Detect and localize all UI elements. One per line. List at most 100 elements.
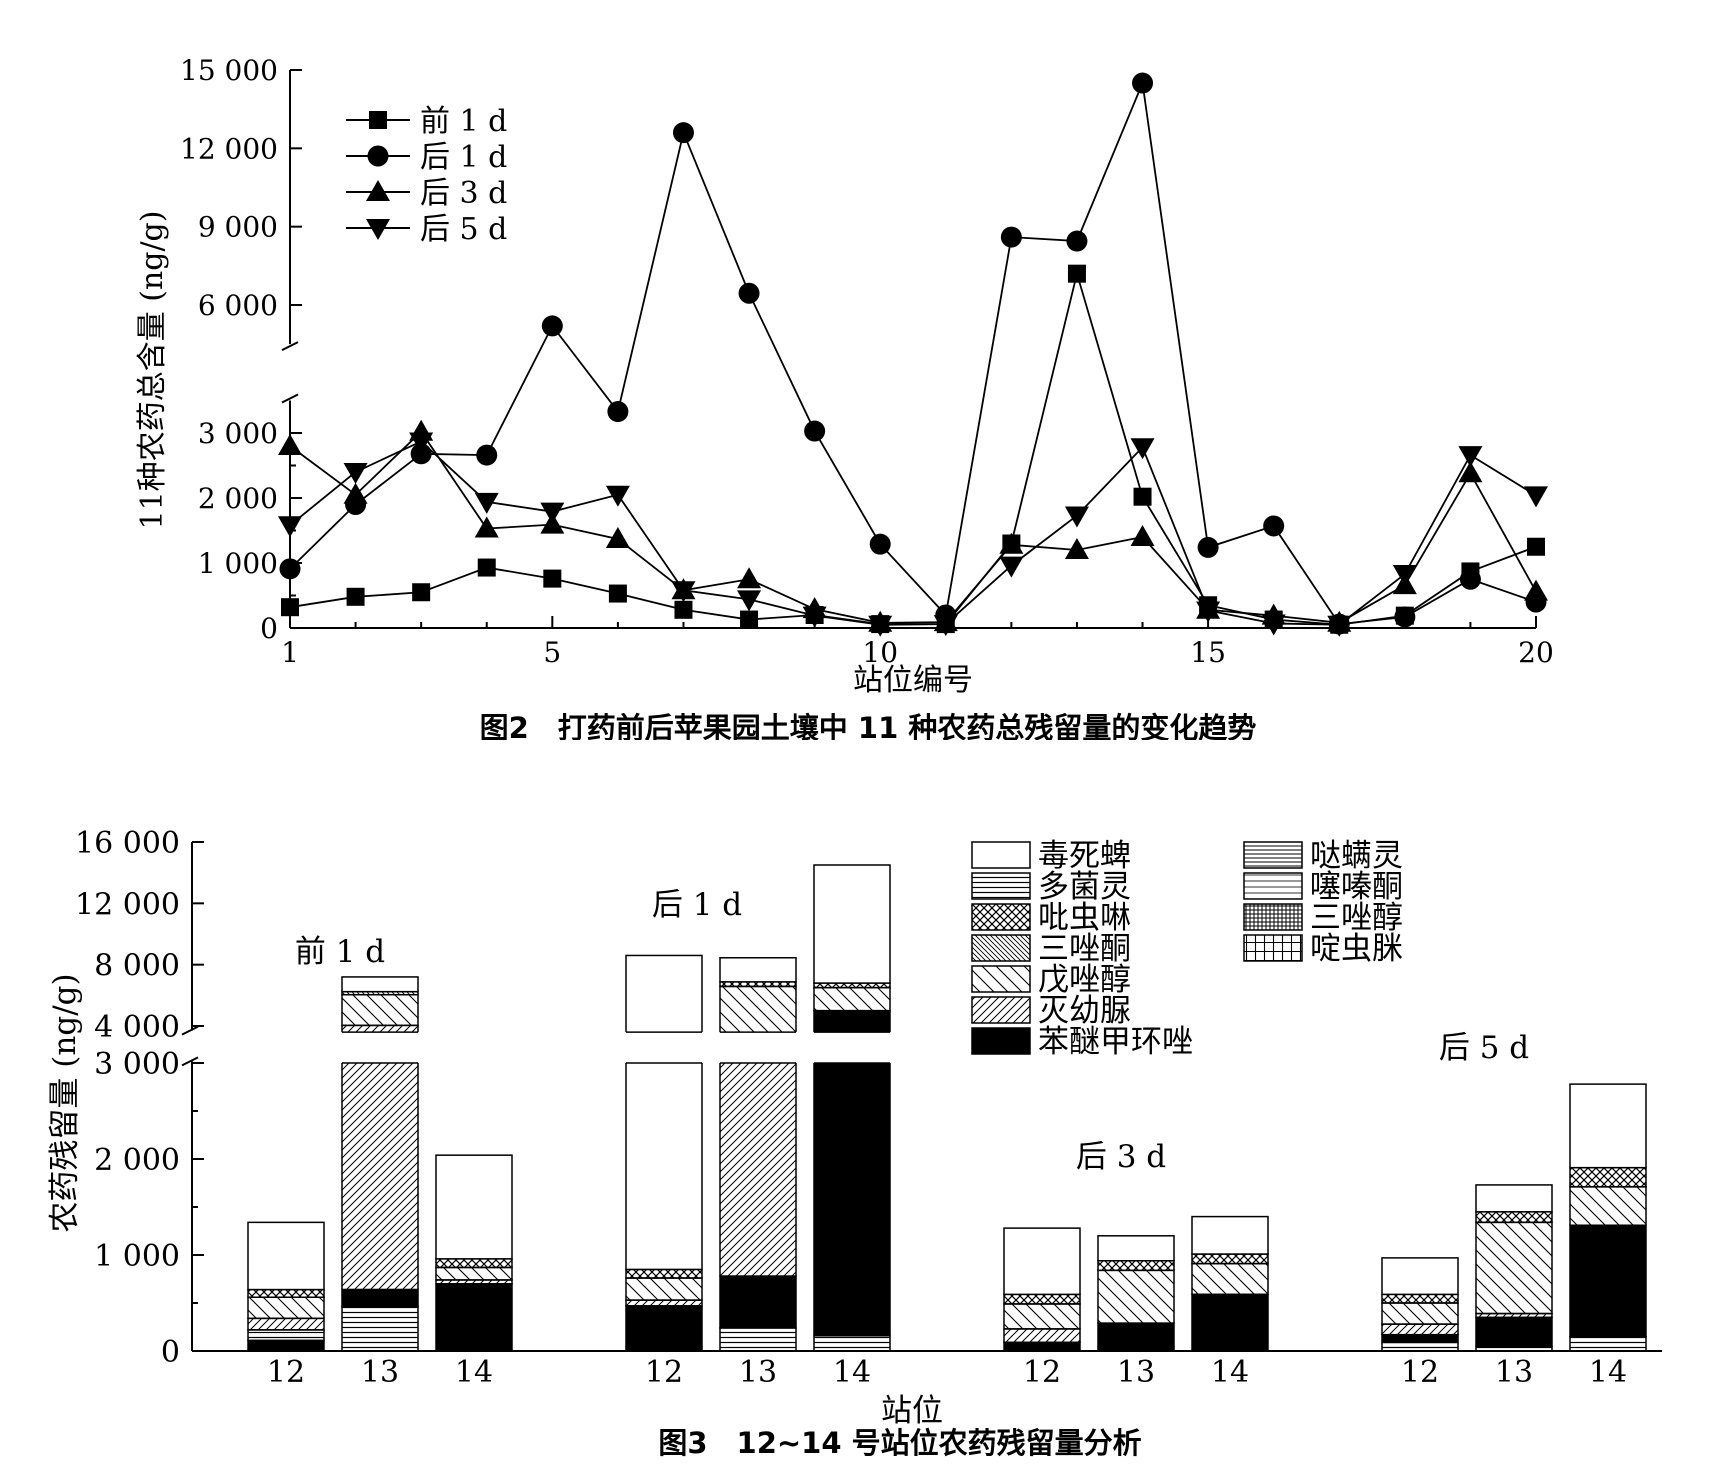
data-point xyxy=(278,516,302,538)
y-tick-label: 2 000 xyxy=(198,482,278,515)
stacked-bar xyxy=(1569,1083,1647,1352)
bar-segment xyxy=(341,1288,419,1308)
bar-segment xyxy=(435,1258,513,1269)
bar-segment xyxy=(1191,1293,1269,1352)
stacked-bar xyxy=(813,864,891,1352)
bar-segment xyxy=(625,1277,703,1301)
x-tick-label: 14 xyxy=(833,1355,871,1390)
bar-segment xyxy=(625,1268,703,1279)
data-point xyxy=(346,587,365,606)
legend-label: 多菌灵 xyxy=(1038,869,1131,905)
data-point xyxy=(476,444,498,466)
bar-segment xyxy=(1381,1257,1459,1296)
legend-label: 灭幼脲 xyxy=(1038,993,1131,1029)
legend-swatch xyxy=(971,903,1031,931)
data-point xyxy=(1524,486,1548,508)
x-tick-label: 14 xyxy=(1211,1355,1249,1390)
bar-segment xyxy=(1475,1211,1553,1224)
bar-segment xyxy=(1475,1221,1553,1315)
stacked-bar xyxy=(1381,1257,1459,1352)
bar-segment xyxy=(435,1266,513,1281)
data-point xyxy=(1133,487,1152,506)
group-label: 前 1 d xyxy=(295,934,385,970)
stacked-bar xyxy=(247,1221,325,1352)
data-point xyxy=(1394,606,1416,628)
legend-swatch xyxy=(1243,841,1303,869)
bar-segment xyxy=(1569,1224,1647,1338)
bar-group-1: 12 13 14 xyxy=(247,976,513,1390)
bar-group-4: 12 13 14 xyxy=(1381,1083,1647,1390)
legend-label: 前 1 d xyxy=(420,104,507,139)
legend-label: 三唑醇 xyxy=(1310,900,1403,936)
x-tick-label: 20 xyxy=(1518,636,1554,669)
x-tick-label: 13 xyxy=(1117,1355,1155,1390)
bar-segment xyxy=(247,1288,325,1298)
bar-break-gap xyxy=(341,1032,419,1063)
legend-label: 三唑酮 xyxy=(1038,931,1131,967)
fig3-caption: 图3 12~14 号站位农药残留量分析 xyxy=(658,1426,1141,1460)
series-line xyxy=(289,440,1537,626)
stacked-bar xyxy=(435,1154,513,1352)
x-tick-label: 12 xyxy=(1401,1355,1439,1390)
data-point xyxy=(474,516,499,538)
y-tick-label: 0 xyxy=(161,1335,180,1370)
y-tick-label: 15 000 xyxy=(180,54,278,87)
y-tick-label: 1 000 xyxy=(94,1239,180,1274)
bar-break-gap xyxy=(813,1032,891,1063)
legend-swatch xyxy=(1243,872,1303,900)
bar-segment xyxy=(1569,1335,1647,1352)
bar-segment xyxy=(813,1009,891,1337)
x-axis-label: 站位编号 xyxy=(853,663,973,698)
legend-label: 哒螨灵 xyxy=(1310,838,1403,874)
data-point xyxy=(474,492,499,514)
data-point xyxy=(671,581,696,603)
bar-segment xyxy=(1381,1341,1459,1352)
stacked-bar xyxy=(1097,1235,1175,1352)
legend-swatch xyxy=(971,1027,1031,1055)
series-3 xyxy=(278,419,1548,632)
bar-segment xyxy=(1003,1293,1081,1305)
bar-segment xyxy=(247,1317,325,1331)
legend-label: 戊唑醇 xyxy=(1038,962,1131,998)
series-4 xyxy=(278,432,1548,637)
bar-segment xyxy=(719,957,797,983)
data-point xyxy=(1459,568,1481,590)
legend-label: 毒死蜱 xyxy=(1038,838,1131,874)
bar-segment xyxy=(1097,1322,1175,1352)
legend-marker xyxy=(366,219,390,240)
data-point xyxy=(1263,515,1285,537)
series-line xyxy=(289,430,1537,624)
x-tick-label: 15 xyxy=(1190,636,1226,669)
data-point xyxy=(1196,601,1221,623)
y-tick-label: 3 000 xyxy=(94,1047,180,1082)
data-point xyxy=(1132,72,1154,94)
x-tick-label: 14 xyxy=(455,1355,493,1390)
bar-segment xyxy=(1569,1186,1647,1226)
x-tick-label: 5 xyxy=(543,636,561,669)
data-point xyxy=(674,600,693,619)
bar-segment xyxy=(1191,1253,1269,1265)
y-tick-label: 6 000 xyxy=(198,289,278,322)
x-tick-label: 13 xyxy=(1495,1355,1533,1390)
stacked-bar xyxy=(1003,1227,1081,1352)
data-point xyxy=(1392,565,1417,587)
bar-segment xyxy=(1097,1269,1175,1324)
group-label: 后 1 d xyxy=(652,887,742,923)
data-point xyxy=(999,556,1024,578)
legend-swatch xyxy=(971,872,1031,900)
bar-segment xyxy=(1003,1341,1081,1352)
bar-break-gap xyxy=(625,1032,703,1063)
y-axis-break xyxy=(181,1025,199,1067)
bar-segment xyxy=(341,976,419,993)
group-label: 后 5 d xyxy=(1439,1030,1529,1066)
legend-marker xyxy=(367,145,389,167)
bar-segment xyxy=(1381,1323,1459,1336)
bar-segment xyxy=(719,1054,797,1277)
data-point xyxy=(672,122,694,144)
bar-segment xyxy=(1097,1260,1175,1272)
x-tick-label: 12 xyxy=(267,1355,305,1390)
data-point xyxy=(343,482,368,504)
legend-swatch xyxy=(971,965,1031,993)
bar-segment xyxy=(1475,1184,1553,1213)
